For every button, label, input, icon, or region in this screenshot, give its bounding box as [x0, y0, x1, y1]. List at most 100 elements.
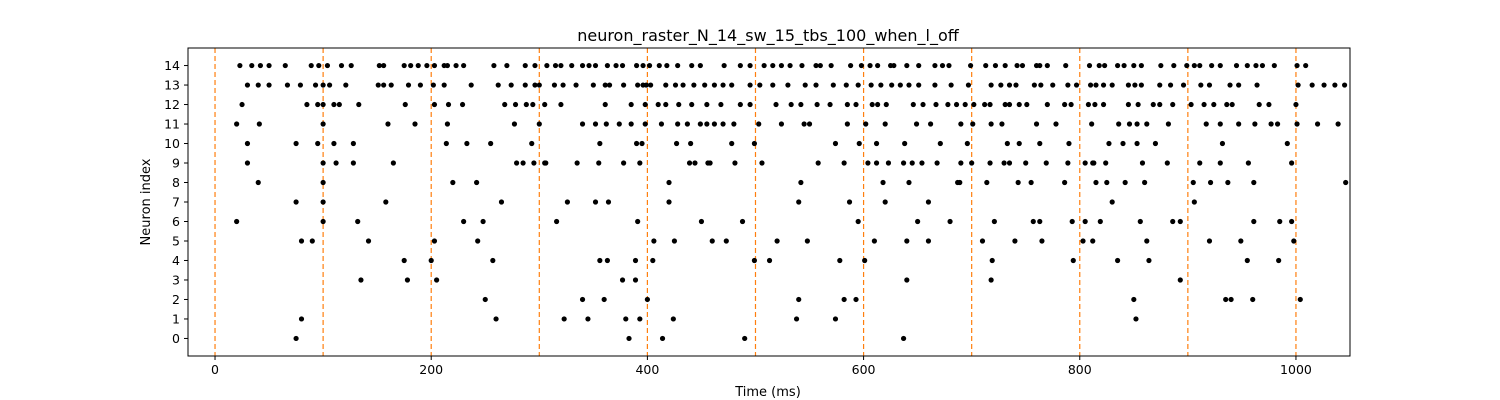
- spike-point: [798, 101, 804, 108]
- spike-point: [793, 316, 800, 322]
- spike-point: [343, 82, 349, 88]
- spike-point: [640, 62, 646, 69]
- y-tick-label: 14: [164, 58, 180, 73]
- spike-point: [255, 179, 261, 186]
- spike-point: [1006, 101, 1013, 108]
- spike-point: [1293, 101, 1299, 108]
- y-axis-label: Neuron index: [139, 158, 154, 245]
- spike-point: [1271, 62, 1277, 69]
- spike-point: [686, 160, 693, 166]
- spike-point: [1062, 179, 1068, 186]
- spike-point: [1038, 82, 1044, 88]
- spike-point: [632, 257, 639, 264]
- spike-point: [697, 62, 703, 69]
- spike-point: [619, 277, 626, 283]
- spike-point: [1252, 121, 1258, 127]
- spike-point: [1150, 101, 1156, 108]
- spike-point: [336, 101, 342, 108]
- spike-point: [1157, 82, 1163, 88]
- spike-point: [1016, 140, 1022, 147]
- spike-point: [579, 121, 586, 127]
- spike-point: [402, 101, 408, 108]
- spike-point: [796, 296, 802, 303]
- spike-point: [304, 101, 310, 108]
- spike-point: [856, 140, 862, 147]
- spike-point: [757, 82, 763, 88]
- spike-point: [651, 238, 657, 244]
- spike-point: [1082, 218, 1088, 225]
- spike-point: [1190, 179, 1196, 186]
- spike-point: [586, 62, 592, 69]
- spike-point: [443, 140, 449, 147]
- spike-point: [558, 101, 564, 108]
- spike-point: [573, 82, 579, 88]
- spike-point: [530, 101, 536, 108]
- spike-point: [1031, 82, 1037, 88]
- spike-point: [650, 257, 656, 264]
- spike-point: [1015, 179, 1021, 186]
- spike-point: [1089, 121, 1095, 127]
- spike-point: [788, 101, 794, 108]
- spike-point: [603, 121, 609, 127]
- spike-point: [830, 82, 836, 88]
- spike-point: [689, 62, 695, 69]
- stimulus-lines: [214, 48, 1297, 356]
- spike-point: [431, 101, 438, 108]
- spike-point: [688, 140, 694, 147]
- spike-point: [925, 199, 932, 205]
- spike-point: [642, 121, 648, 127]
- y-tick-label: 13: [164, 78, 180, 93]
- spike-point: [865, 160, 871, 166]
- spike-point: [1131, 296, 1137, 303]
- spike-point: [937, 140, 943, 147]
- spike-point: [383, 199, 389, 205]
- spike-point: [1115, 257, 1121, 264]
- spike-point: [495, 82, 501, 88]
- spike-point: [1289, 160, 1295, 166]
- spike-point: [511, 121, 518, 127]
- spike-point: [459, 101, 466, 108]
- x-tick-label: 1000: [1280, 362, 1312, 377]
- spike-point: [331, 140, 337, 147]
- x-tick-label: 400: [635, 362, 659, 377]
- spike-point: [1037, 62, 1043, 69]
- spike-point: [659, 335, 666, 342]
- spike-point: [1238, 238, 1244, 244]
- spike-point: [692, 160, 698, 166]
- spike-point: [1144, 121, 1150, 127]
- spike-point: [315, 101, 321, 108]
- y-tick-label: 9: [172, 156, 180, 171]
- spike-point: [704, 101, 710, 108]
- spike-point: [385, 121, 391, 127]
- spike-point: [1197, 62, 1203, 69]
- spike-point: [552, 62, 559, 69]
- spike-point: [873, 140, 880, 147]
- spike-point: [1106, 140, 1112, 147]
- spike-point: [333, 160, 339, 166]
- spike-point: [1002, 101, 1008, 108]
- spike-point: [841, 160, 847, 166]
- spike-point: [531, 160, 537, 166]
- spike-point: [970, 121, 976, 127]
- spike-point: [663, 101, 669, 108]
- spike-point: [597, 140, 603, 147]
- spike-point: [1251, 218, 1257, 225]
- spike-point: [1228, 296, 1234, 303]
- spike-point: [316, 62, 322, 69]
- spike-point: [1184, 62, 1190, 69]
- spike-point: [474, 179, 480, 186]
- spike-point: [1180, 82, 1187, 88]
- spike-point: [431, 62, 438, 69]
- spike-point: [532, 82, 538, 88]
- spike-point: [853, 296, 859, 303]
- spike-point: [889, 82, 895, 88]
- spike-point: [1093, 82, 1099, 88]
- spike-point: [1201, 101, 1207, 108]
- spike-point: [846, 199, 853, 205]
- spike-point: [666, 199, 672, 205]
- spike-point: [532, 62, 538, 69]
- spike-point: [915, 218, 921, 225]
- x-axis-label: Time (ms): [734, 385, 801, 400]
- spike-point: [814, 101, 820, 108]
- spike-point: [875, 101, 881, 108]
